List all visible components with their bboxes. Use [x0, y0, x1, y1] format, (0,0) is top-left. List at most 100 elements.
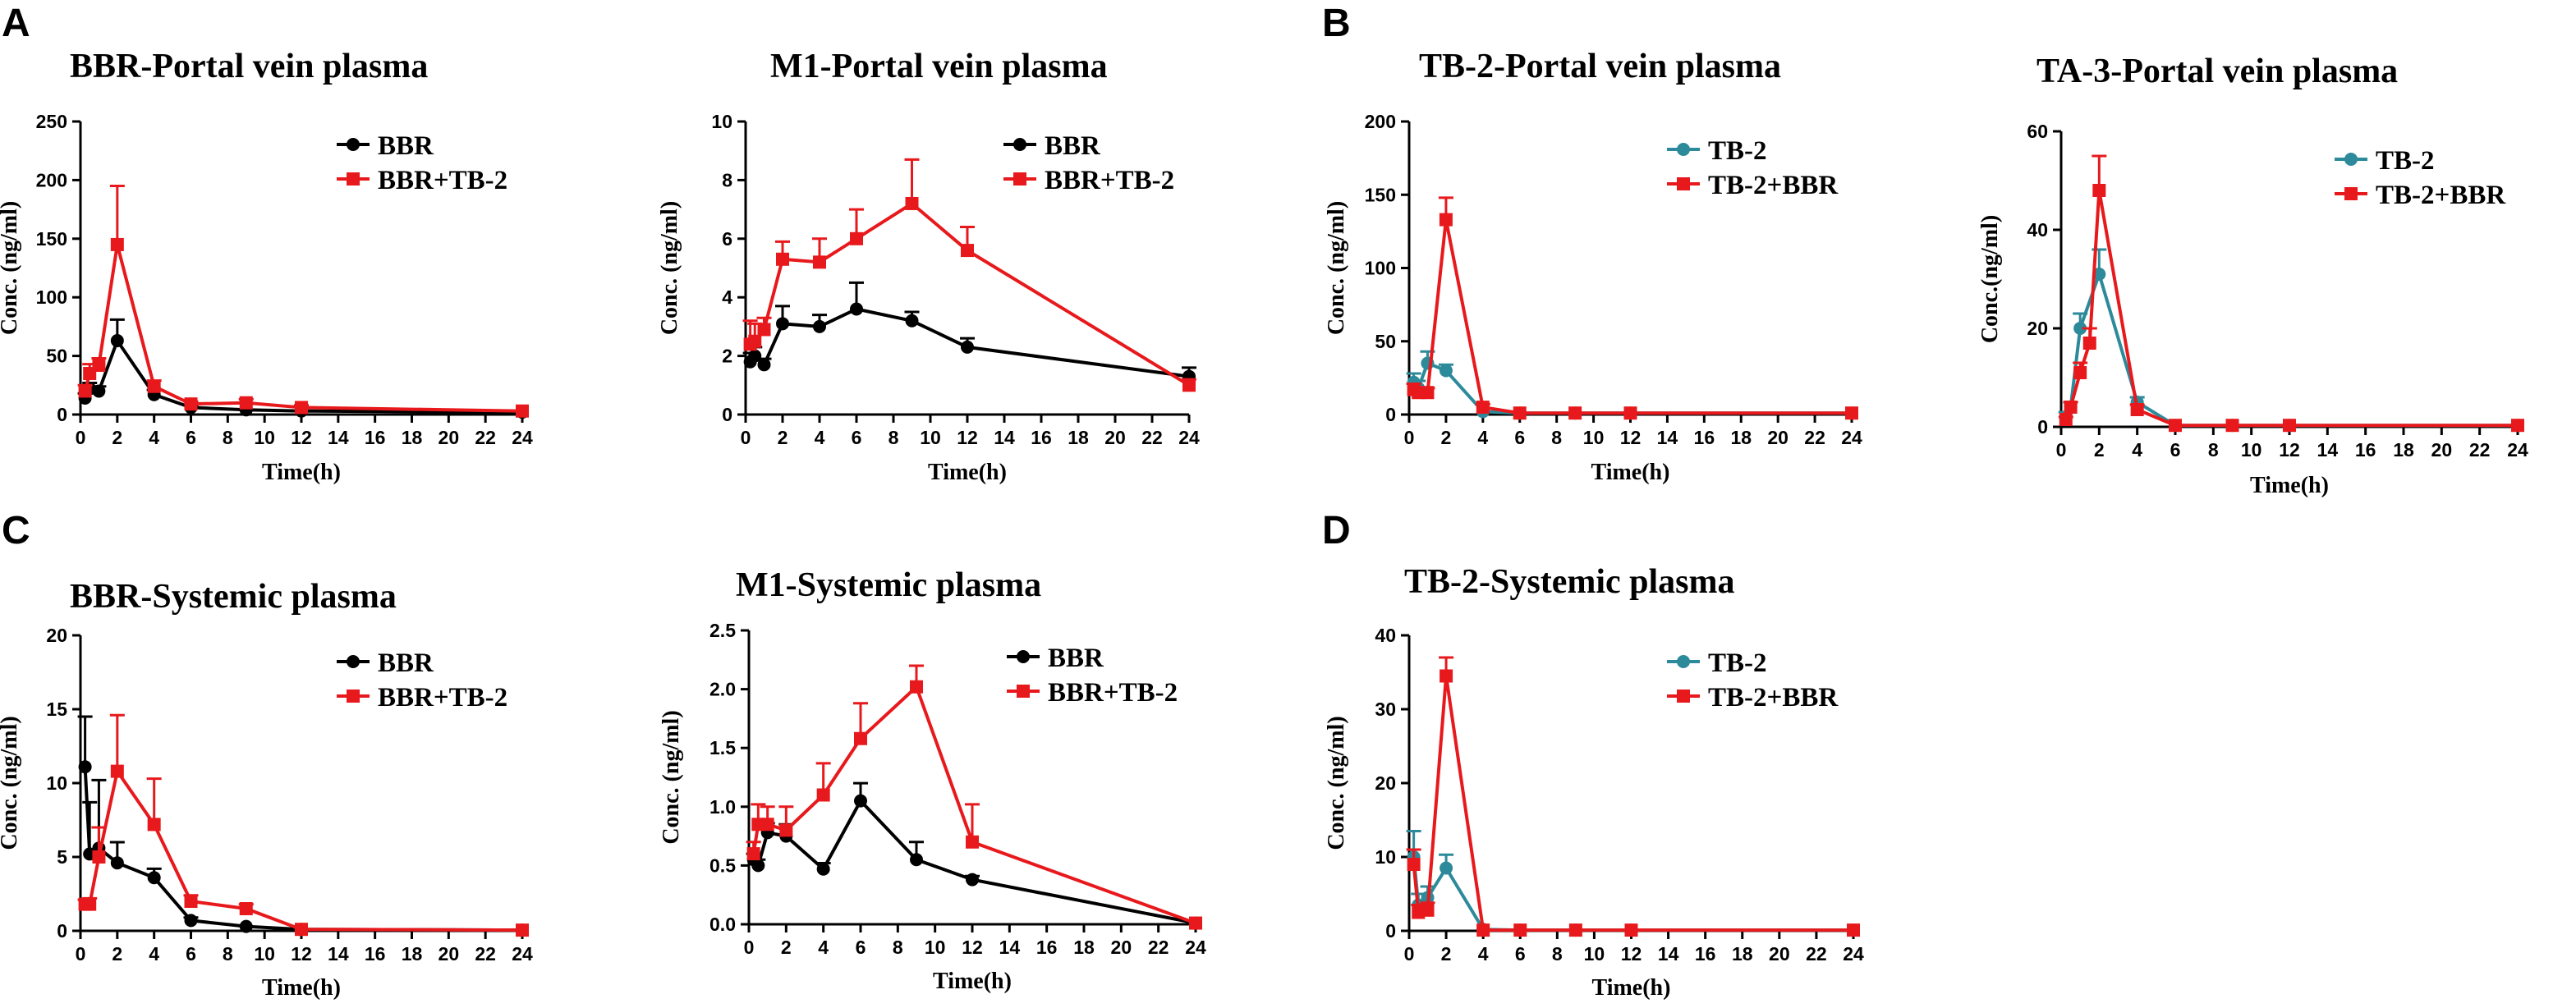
y-tick-label: 15: [46, 699, 67, 720]
data-point: [813, 255, 826, 269]
legend-marker: [1017, 685, 1030, 698]
series-line: [1412, 856, 1853, 932]
x-tick-label: 2: [778, 427, 788, 448]
data-point: [239, 919, 253, 933]
y-axis-label: Conc. (ng/ml): [0, 716, 22, 850]
x-tick-label: 18: [1730, 427, 1752, 448]
data-point: [2064, 401, 2078, 414]
x-tick-label: 0: [741, 427, 751, 448]
x-tick-label: 8: [893, 937, 903, 958]
data-point: [92, 850, 106, 864]
x-tick-label: 16: [1031, 427, 1052, 448]
data-point: [854, 731, 867, 745]
chart-title: TB-2-Systemic plasma: [1404, 563, 1735, 601]
x-tick-label: 14: [999, 937, 1021, 958]
y-tick-label: 150: [36, 228, 67, 250]
data-point: [110, 764, 124, 778]
y-axis-label: Conc. (ng/ml): [1324, 716, 1349, 850]
x-tick-label: 12: [291, 427, 312, 448]
legend-marker: [347, 655, 360, 668]
data-point: [961, 244, 974, 258]
data-point: [295, 923, 308, 937]
legend-label: BBR+TB-2: [1045, 166, 1174, 195]
data-point: [2169, 419, 2182, 433]
x-tick-label: 16: [1694, 427, 1715, 448]
x-tick-label: 14: [328, 943, 349, 964]
panel-letter-d: D: [1322, 509, 1351, 552]
y-tick-label: 2.0: [709, 679, 736, 700]
data-point: [147, 871, 161, 885]
x-tick-label: 6: [1514, 427, 1525, 448]
y-axis-label: Conc. (ng/ml): [659, 710, 684, 844]
data-point: [757, 358, 771, 372]
x-tick-label: 2: [1441, 943, 1452, 964]
x-tick-label: 20: [439, 427, 460, 448]
x-tick-label: 0: [76, 943, 86, 964]
series-1: [1406, 196, 1858, 420]
y-tick-label: 50: [46, 346, 67, 367]
legend-label: BBR: [378, 648, 434, 678]
legend-marker: [1017, 650, 1030, 663]
y-tick-label: 2: [722, 346, 732, 367]
data-point: [1440, 861, 1453, 875]
legend-marker: [347, 172, 360, 186]
data-point: [147, 818, 161, 832]
data-point: [239, 396, 253, 410]
legend-label: TB-2+BBR: [1708, 171, 1839, 200]
y-tick-label: 150: [1365, 184, 1396, 205]
x-tick-label: 24: [1843, 943, 1864, 964]
legend-marker: [1677, 143, 1690, 156]
x-tick-label: 4: [1477, 427, 1488, 448]
y-tick-label: 40: [1375, 625, 1396, 646]
x-axis-label: Time(h): [1591, 460, 1670, 485]
x-tick-label: 22: [1804, 427, 1825, 448]
series-line: [1412, 219, 1852, 415]
x-tick-label: 16: [1036, 937, 1058, 958]
x-tick-label: 18: [2393, 439, 2414, 460]
x-tick-label: 8: [1551, 427, 1562, 448]
x-tick-label: 6: [1515, 943, 1526, 964]
data-point: [1624, 923, 1638, 937]
x-tick-label: 24: [512, 427, 533, 448]
series-0: [742, 281, 1196, 383]
y-tick-label: 200: [36, 169, 67, 190]
legend-label: BBR: [1045, 131, 1101, 161]
data-point: [966, 873, 979, 887]
data-point: [92, 384, 106, 398]
data-point: [1623, 406, 1637, 420]
y-tick-label: 5: [57, 846, 67, 868]
legend-marker: [1677, 655, 1690, 668]
x-tick-label: 18: [402, 427, 423, 448]
data-point: [776, 317, 789, 331]
data-point: [1407, 858, 1421, 871]
data-point: [2092, 184, 2106, 197]
series-line: [83, 767, 523, 932]
legend-label: BBR+TB-2: [378, 683, 507, 712]
data-point: [1513, 923, 1527, 937]
data-point: [2073, 322, 2087, 335]
y-tick-label: 0: [1385, 920, 1396, 942]
y-tick-label: 10: [711, 111, 732, 132]
x-tick-label: 22: [2469, 439, 2491, 460]
data-point: [83, 897, 97, 911]
x-tick-label: 4: [2132, 439, 2142, 460]
panel-letter-b: B: [1322, 2, 1351, 45]
x-tick-label: 12: [2279, 439, 2300, 460]
data-point: [910, 680, 923, 694]
x-tick-label: 10: [1583, 427, 1605, 448]
x-tick-label: 6: [852, 427, 862, 448]
x-tick-label: 10: [2241, 439, 2262, 460]
data-point: [854, 794, 867, 808]
legend-label: BBR: [1048, 644, 1104, 673]
y-axis-label: Conc.(ng/ml): [1977, 215, 2003, 343]
legend-label: BBR+TB-2: [1048, 678, 1178, 708]
data-point: [1845, 406, 1858, 420]
y-tick-label: 0.5: [709, 855, 736, 876]
x-tick-label: 20: [1111, 937, 1132, 958]
legend-marker: [347, 690, 360, 703]
x-tick-label: 14: [1657, 427, 1678, 448]
y-tick-label: 0: [57, 920, 67, 942]
x-tick-label: 6: [186, 943, 196, 964]
data-point: [1568, 406, 1582, 420]
